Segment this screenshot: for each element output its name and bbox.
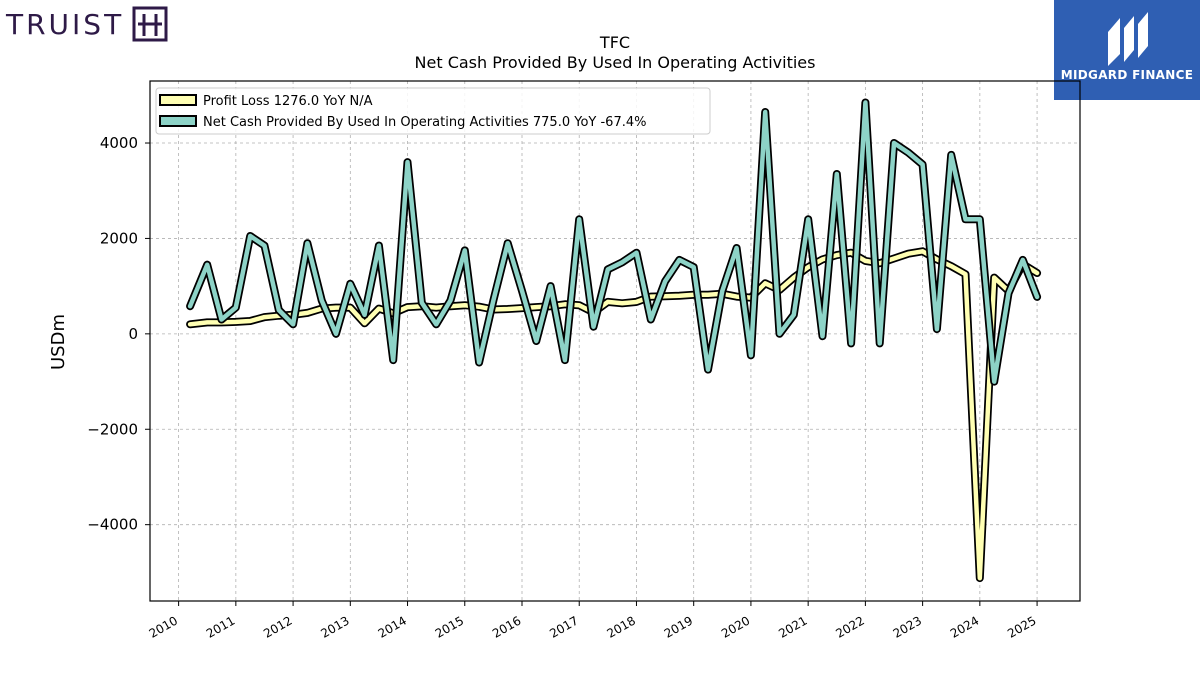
legend-box — [155, 87, 711, 135]
x-tick-label: 2013 — [318, 613, 351, 640]
x-tick-label: 2015 — [433, 613, 466, 640]
series-line-net-cash — [187, 100, 1040, 384]
y-axis-label: USDm — [48, 314, 69, 370]
x-tick-label: 2022 — [833, 613, 866, 640]
x-tick-label: 2018 — [605, 613, 638, 640]
x-tick-label: 2024 — [948, 613, 981, 640]
x-tick-label: 2021 — [776, 613, 809, 640]
chart-title: TFC — [599, 33, 630, 52]
y-tick-label: −2000 — [87, 420, 138, 438]
y-tick-label: 0 — [128, 325, 138, 343]
midgard-wordmark: MIDGARD FINANCE — [1060, 68, 1194, 82]
x-tick-label: 2012 — [261, 613, 294, 640]
series-line-profit-loss — [187, 249, 1040, 581]
legend-swatch-net-cash — [159, 115, 197, 127]
legend-swatch-profit-loss — [159, 94, 197, 106]
midgard-logo-icon — [1108, 12, 1148, 66]
legend: Profit Loss 1276.0 YoY N/A Net Cash Prov… — [155, 87, 711, 135]
x-tick-label: 2016 — [490, 613, 523, 640]
x-tick-label: 2014 — [376, 613, 409, 640]
x-tick-label: 2011 — [204, 613, 237, 640]
x-tick-label: 2010 — [147, 613, 180, 640]
y-tick-label: 4000 — [100, 134, 138, 152]
plot-frame — [149, 80, 1081, 602]
x-tick-label: 2020 — [719, 613, 752, 640]
x-tick-label: 2023 — [891, 613, 924, 640]
y-tick-label: 2000 — [100, 229, 138, 247]
series-outline-net-cash — [186, 98, 1042, 386]
truist-logo: TRUIST — [6, 4, 168, 44]
truist-wordmark: TRUIST — [6, 7, 125, 41]
x-tick-label: 2019 — [662, 613, 695, 640]
x-tick-label: 2017 — [547, 613, 580, 640]
y-tick-label: −4000 — [87, 516, 138, 534]
legend-label-profit-loss: Profit Loss 1276.0 YoY N/A — [203, 94, 373, 109]
chart-subtitle: Net Cash Provided By Used In Operating A… — [415, 53, 816, 72]
truist-logo-icon — [132, 6, 168, 42]
midgard-finance-logo: MIDGARD FINANCE — [1054, 0, 1200, 100]
x-tick-label: 2025 — [1005, 613, 1038, 640]
legend-label-net-cash: Net Cash Provided By Used In Operating A… — [203, 115, 646, 130]
